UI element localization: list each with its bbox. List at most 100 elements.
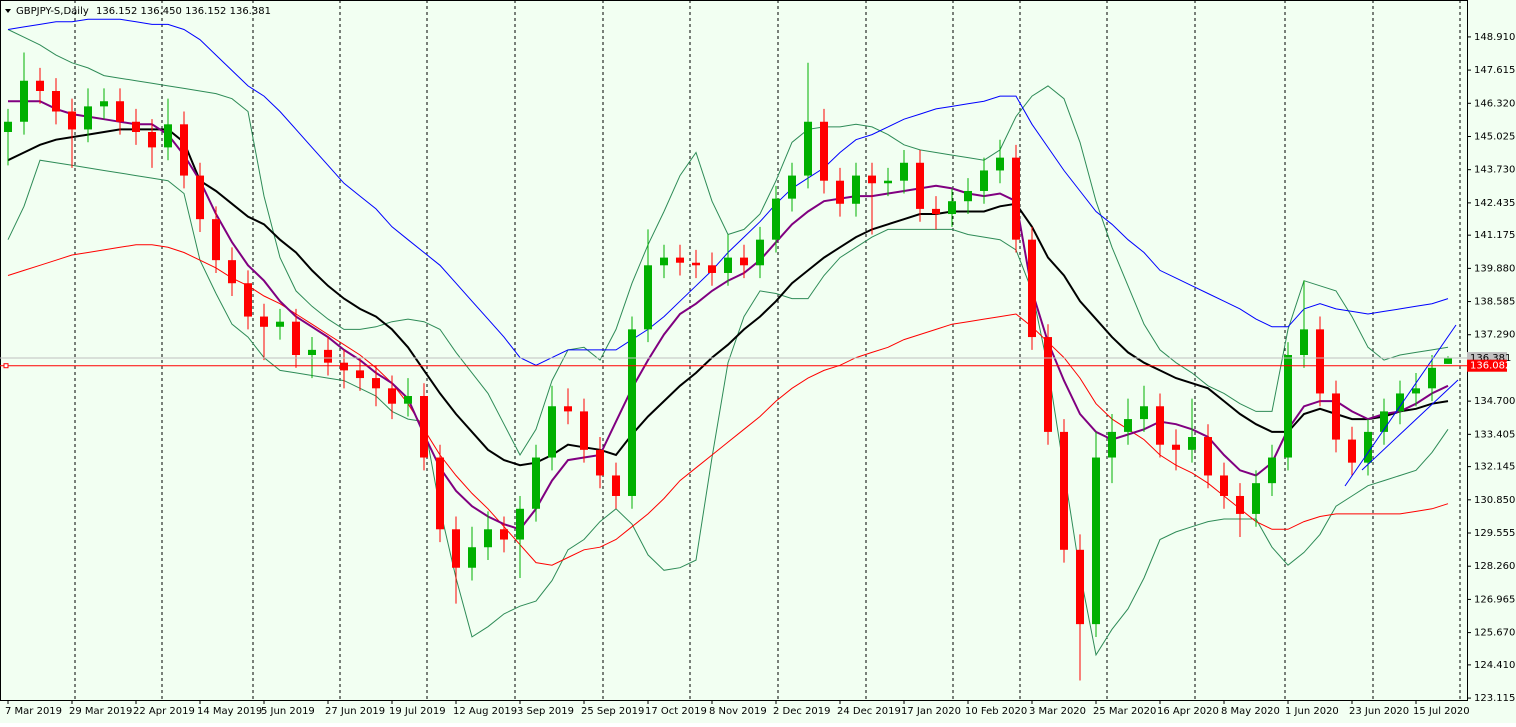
candle-body [468, 547, 476, 568]
candle-body [804, 121, 812, 176]
candle-body [740, 257, 748, 266]
x-tick-label: 15 Jul 2020 [1413, 706, 1470, 717]
candle-body [20, 80, 28, 122]
candle-body [1124, 419, 1132, 432]
candle-body [180, 124, 188, 176]
y-tick-label: 134.700 [1474, 396, 1515, 407]
candle-body [868, 175, 876, 184]
candle-body [1204, 437, 1212, 476]
candle-body [644, 265, 652, 330]
candle-body [948, 201, 956, 215]
candle-body [292, 321, 300, 355]
chart-title: GBPJPY-S,Daily [16, 6, 89, 17]
candle-body [68, 111, 76, 130]
candle-body [260, 316, 268, 327]
x-tick-label: 3 Sep 2019 [517, 706, 574, 717]
indicator-line [7, 29, 1449, 457]
candle-body [1268, 457, 1276, 484]
y-tick-label: 124.410 [1474, 660, 1515, 671]
candle-body [836, 180, 844, 204]
candle-body [564, 406, 572, 412]
candle-body [1380, 411, 1388, 432]
candle-body [932, 208, 940, 215]
candle-body [164, 124, 172, 148]
candle-body [1060, 431, 1068, 550]
plot-frame [0, 0, 1468, 701]
candle-body [1044, 337, 1052, 432]
candle-body [132, 121, 140, 133]
candle-body [900, 162, 908, 181]
candle-body [148, 132, 156, 148]
x-tick-label: 8 May 2020 [1221, 706, 1280, 717]
x-tick-label: 2 Dec 2019 [773, 706, 831, 717]
candle-body [660, 257, 668, 266]
candle-body [1092, 457, 1100, 625]
candle-body [1188, 437, 1196, 450]
candle-body [84, 106, 92, 130]
candle-body [1396, 393, 1404, 412]
menu-arrow [5, 9, 11, 13]
x-tick-label: 22 Apr 2019 [133, 706, 195, 717]
candle-body [1284, 354, 1292, 458]
candle-body [308, 349, 316, 355]
x-tick-label: 24 Dec 2019 [837, 706, 901, 717]
candle-body [676, 257, 684, 263]
candle-body [1348, 439, 1356, 463]
x-tick-label: 10 Feb 2020 [965, 706, 1027, 717]
candle-body [196, 175, 204, 220]
x-tick-label: 12 Aug 2019 [453, 706, 517, 717]
separators [74, 0, 1461, 700]
candle-body [388, 388, 396, 404]
candle-body [1156, 406, 1164, 445]
candle-body [404, 396, 412, 404]
candles [4, 52, 1452, 681]
y-tick-label: 128.260 [1474, 561, 1515, 572]
candle-body [500, 529, 508, 540]
y-tick-label: 138.585 [1474, 297, 1515, 308]
x-tick-label: 17 Jan 2020 [901, 706, 961, 717]
x-tick-label: 14 May 2019 [197, 706, 262, 717]
y-tick-label: 143.730 [1474, 165, 1515, 176]
candle-body [1332, 393, 1340, 440]
candle-body [100, 101, 108, 107]
x-tick-label: 5 Jun 2019 [261, 706, 315, 717]
candle-body [420, 396, 428, 458]
candle-body [724, 257, 732, 273]
y-tick-label: 141.175 [1474, 230, 1515, 241]
candle-body [1172, 444, 1180, 450]
candle-body [1108, 431, 1116, 458]
y-tick-label: 125.670 [1474, 628, 1515, 639]
x-tick-label: 23 Jun 2020 [1349, 706, 1409, 717]
candle-body [340, 362, 348, 371]
candle-body [980, 170, 988, 191]
y-tick-label: 129.555 [1474, 528, 1515, 539]
y-tick-label: 126.965 [1474, 594, 1515, 605]
y-tick-label: 132.145 [1474, 462, 1515, 473]
candle-body [228, 260, 236, 284]
candle-body [996, 157, 1004, 171]
x-tick-label: 25 Mar 2020 [1093, 706, 1156, 717]
x-tick-label: 19 Jul 2019 [389, 706, 446, 717]
candle-body [692, 262, 700, 266]
x-tick-label: 25 Sep 2019 [581, 706, 644, 717]
candle-body [612, 475, 620, 496]
candle-body [1364, 431, 1372, 463]
trend-line [1344, 324, 1457, 487]
candle-body [356, 370, 364, 379]
y-tick-label: 137.290 [1474, 330, 1515, 341]
candle-body [276, 321, 284, 327]
candle-body [372, 378, 380, 389]
indicator-line [7, 128, 1449, 467]
x-tick-label: 8 Nov 2019 [709, 706, 767, 717]
candle-body [116, 101, 124, 122]
candle-body [708, 265, 716, 273]
candle-body [820, 121, 828, 181]
candle-body [532, 457, 540, 509]
level-label-box [1467, 359, 1507, 372]
candle-body [852, 175, 860, 204]
candle-body [1012, 157, 1020, 240]
x-tick-label: 29 Mar 2019 [69, 706, 132, 717]
